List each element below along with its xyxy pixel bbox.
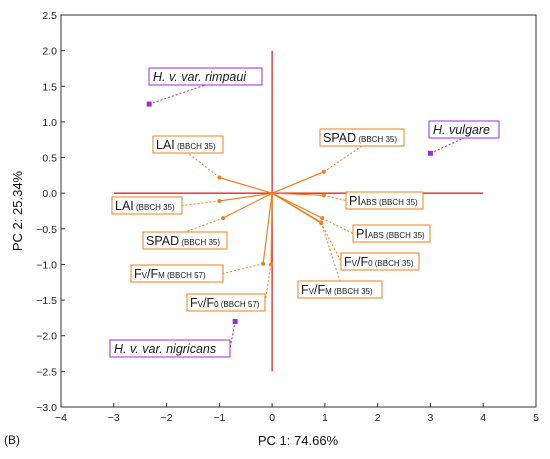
genotype-label-box <box>109 339 231 358</box>
loading-label: LAI (BBCH 35) <box>156 138 216 152</box>
loading-label-box <box>319 128 405 147</box>
loading-label-box <box>142 231 228 250</box>
x-tick-label: −1 <box>213 412 225 424</box>
genotype-leader-line <box>148 84 206 105</box>
genotype-label: H. vulgare <box>433 123 490 137</box>
loading-vector <box>219 176 273 194</box>
x-tick-label: −3 <box>108 412 120 424</box>
loading-label: FV/F0 (BBCH 57) <box>190 296 260 310</box>
y-tick-label: −0.5 <box>36 224 57 236</box>
loading-leader-line <box>181 200 220 206</box>
loading-leader-line <box>323 145 363 173</box>
x-tick-label: 2 <box>375 412 381 424</box>
loading-vector <box>219 192 273 202</box>
x-tick-label: 0 <box>269 412 275 424</box>
y-tick-label: 2.0 <box>42 46 57 58</box>
loading-label: FV/FM (BBCH 35) <box>301 283 373 297</box>
loading-leader-line <box>320 222 342 262</box>
loading-leader-line <box>187 152 220 178</box>
x-tick-label: 1 <box>322 412 328 424</box>
y-tick-label: 0.0 <box>42 188 57 200</box>
y-tick-label: 2.5 <box>42 10 57 22</box>
loading-vectors: LAI (BBCH 35) LAI (BBCH 35) SPAD (BBCH 35)… <box>111 128 431 312</box>
loading-label: PIABS (BBCH 35) <box>349 194 418 208</box>
loading-vector <box>272 192 324 196</box>
y-tick-label: −1.0 <box>36 259 57 271</box>
loading-label-box <box>297 280 383 299</box>
loading-vector <box>271 192 322 223</box>
loading-leader-line <box>264 264 272 303</box>
genotype-label: H. v. var. rimpaui <box>153 70 247 84</box>
x-axis-title: PC 1: 74.66% <box>258 433 339 448</box>
loading-leader-line <box>323 194 347 201</box>
loading-label: FV/FM (BBCH 57) <box>134 267 206 281</box>
y-tick-label: 0.5 <box>42 153 57 165</box>
loading-vector <box>270 193 273 265</box>
x-tick-label: 4 <box>480 412 486 424</box>
loading-leader-line <box>320 222 341 282</box>
loading-label-box <box>186 293 266 312</box>
y-tick-label: 1.0 <box>42 117 57 129</box>
genotype-leader-line <box>229 321 236 349</box>
y-tick-label: 1.5 <box>42 81 57 93</box>
x-tick-label: −4 <box>55 412 67 424</box>
genotype-points: H. v. var. rimpaui H. vulgare H. v. var. n… <box>109 67 500 358</box>
axis-ticks: −4 −3 −2 −1 0 1 2 3 4 5 2.5 2.0 1.5 1.0 0.5 0.0 −0.5 −1.0… <box>36 10 539 424</box>
y-tick-label: −3.0 <box>36 402 57 414</box>
loading-label: PIABS (BBCH 35) <box>356 227 425 241</box>
loading-label: FV/F0 (BBCH 35) <box>344 255 414 269</box>
loading-label-box <box>111 196 183 215</box>
plot-frame <box>60 14 537 408</box>
loading-vector <box>271 192 323 219</box>
loading-vector <box>271 171 325 194</box>
loading-label: SPAD (BBCH 35) <box>146 234 220 248</box>
loading-vector <box>222 192 273 219</box>
loading-leader-line <box>222 263 264 274</box>
x-tick-label: −2 <box>161 412 173 424</box>
genotype-label-box <box>148 67 263 86</box>
y-tick-label: −2.0 <box>36 331 57 343</box>
loading-leader-line <box>184 217 224 233</box>
genotype-leader-line <box>430 137 465 154</box>
x-tick-label: 5 <box>533 412 539 424</box>
genotype-label: H. v. var. nigricans <box>114 342 216 356</box>
genotype-label-box <box>428 120 500 139</box>
loading-label: LAI (BBCH 35) <box>115 199 175 213</box>
loading-label-box <box>352 224 431 243</box>
y-tick-label: −2.5 <box>36 366 57 378</box>
loading-label-box <box>152 135 224 154</box>
x-tick-label: 3 <box>428 412 434 424</box>
panel-label: (B) <box>4 433 20 447</box>
y-tick-label: −1.5 <box>36 295 57 307</box>
loading-label-box <box>345 191 424 210</box>
loading-label: SPAD (BBCH 35) <box>323 131 397 145</box>
loading-label-box <box>340 252 420 271</box>
loading-leader-line <box>322 217 354 234</box>
loading-vector <box>262 193 273 264</box>
loading-label-box <box>130 264 224 283</box>
y-axis-title: PC 2: 25.34% <box>10 170 25 251</box>
